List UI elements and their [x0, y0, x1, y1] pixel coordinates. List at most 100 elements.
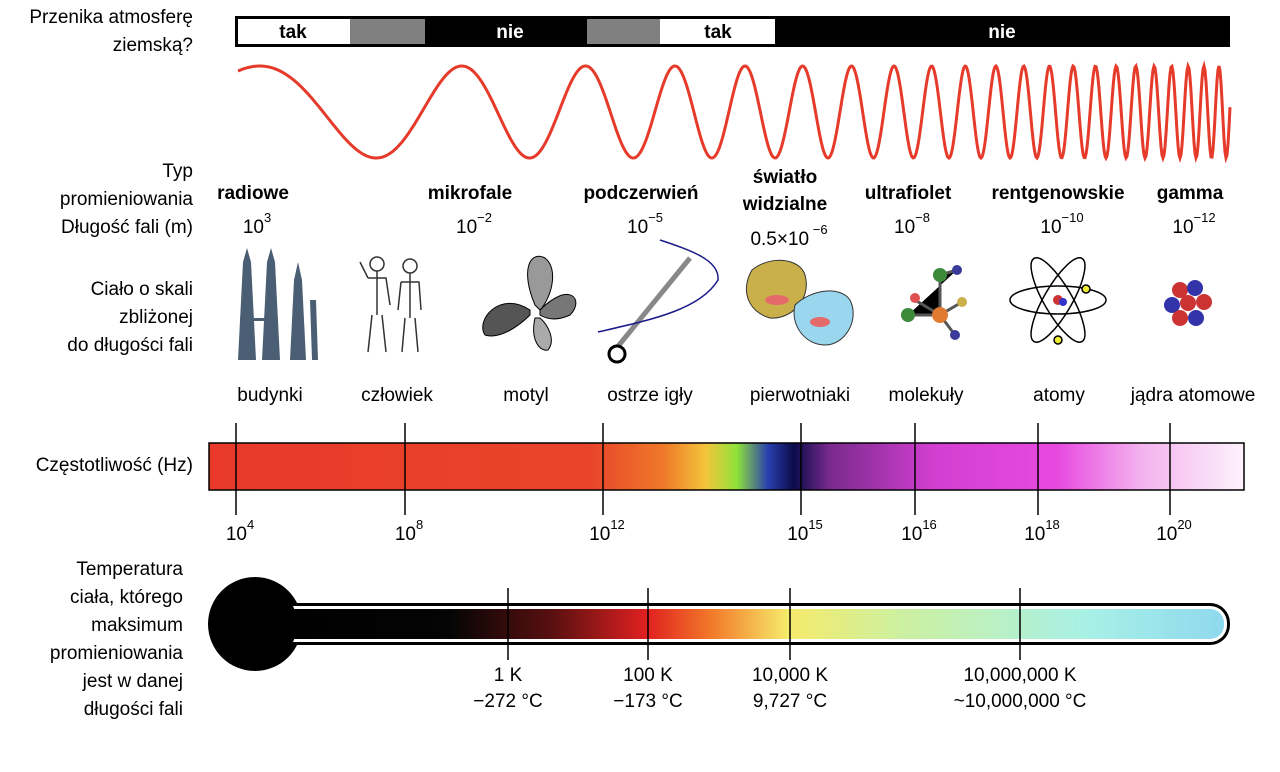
wavelength-exponent: −5 — [648, 210, 663, 225]
thermometer — [208, 577, 1230, 671]
butterfly-icon — [482, 255, 577, 351]
row-label: zbliżonej — [119, 307, 193, 328]
object-label: człowiek — [361, 385, 433, 406]
wavelength: 103 — [243, 210, 271, 238]
temperature-celsius: −173 °C — [613, 691, 682, 712]
frequency-label-exponent: 16 — [922, 517, 936, 532]
wavelength-exponent: −10 — [1062, 210, 1084, 225]
object-label: budynki — [237, 385, 303, 406]
row-label: ciała, którego — [70, 587, 183, 608]
frequency-label-base: 10 — [1156, 524, 1177, 545]
frequency-label-exponent: 4 — [247, 517, 254, 532]
frequency-label: 1015 — [787, 517, 823, 545]
row-label: Długość fali (m) — [61, 217, 193, 238]
buildings-icon — [238, 248, 318, 360]
wavelength: 10−10 — [1040, 210, 1083, 238]
humans-icon — [359, 256, 422, 353]
wavelength: 10−2 — [456, 210, 492, 238]
frequency-label: 1016 — [901, 517, 937, 545]
wavelength-base: 0.5×10 — [750, 229, 809, 250]
wavelength-exponent: −8 — [915, 210, 930, 225]
wavelength-exponent: −12 — [1194, 210, 1216, 225]
temperature-celsius: ~10,000,000 °C — [954, 691, 1087, 712]
wavelength: 10−12 — [1172, 210, 1215, 238]
atmosphere-label: ziemską? — [113, 35, 193, 56]
frequency-label-exponent: 12 — [610, 517, 624, 532]
partial-segment — [587, 19, 660, 44]
atom-icon — [1009, 257, 1107, 345]
object-label: molekuły — [889, 385, 964, 406]
frequency-label-base: 10 — [589, 524, 610, 545]
row-label: promieniowania — [50, 643, 184, 664]
temperature-celsius: −272 °C — [473, 691, 542, 712]
icons — [238, 239, 1212, 364]
needle-icon — [597, 239, 719, 364]
row-label: do długości fali — [67, 335, 193, 356]
row-label: Częstotliwość (Hz) — [36, 455, 193, 476]
wavelength-base: 10 — [627, 217, 648, 238]
row-label: maksimum — [91, 615, 183, 636]
wavelength-base: 10 — [456, 217, 477, 238]
frequency-label-exponent: 15 — [808, 517, 822, 532]
bulb-inner — [213, 582, 297, 666]
protozoa-icon — [745, 259, 854, 346]
radiation-type: ultrafiolet — [865, 183, 952, 204]
row-label: długości fali — [84, 699, 183, 720]
frequency-label-base: 10 — [226, 524, 247, 545]
frequency-label-exponent: 8 — [416, 517, 423, 532]
wavelength-exponent: 3 — [264, 210, 271, 225]
frequency-label: 1020 — [1156, 517, 1192, 545]
radiation-type: światło — [753, 167, 817, 188]
wavelength-exponent: −6 — [809, 222, 827, 237]
wavelength-base: 10 — [1040, 217, 1061, 238]
frequency-label: 104 — [226, 517, 254, 545]
wavelength: 10−5 — [627, 210, 663, 238]
radiation-type: gamma — [1157, 183, 1224, 204]
temperature-kelvin: 100 K — [623, 665, 673, 686]
object-label: atomy — [1033, 385, 1085, 406]
partial-segment — [350, 19, 425, 44]
radiation-type: radiowe — [217, 183, 289, 204]
temperature-kelvin: 1 K — [494, 665, 523, 686]
temperature-celsius: 9,727 °C — [753, 691, 827, 712]
radiation-type: widzialne — [742, 194, 827, 215]
frequency-label: 1018 — [1024, 517, 1060, 545]
yes-segment — [238, 19, 350, 44]
frequency-label-base: 10 — [787, 524, 808, 545]
object-label: jądra atomowe — [1130, 385, 1256, 406]
frequency-label-base: 10 — [395, 524, 416, 545]
frequency-label-exponent: 20 — [1177, 517, 1191, 532]
radiation-type: mikrofale — [428, 183, 512, 204]
row-label: Typ — [162, 161, 193, 182]
atmosphere-label: Przenika atmosferę — [29, 7, 193, 28]
wavelength-base: 10 — [1172, 217, 1193, 238]
wavelength: 0.5×10 −6 — [750, 222, 827, 250]
frequency-bar — [208, 442, 1245, 491]
row-label: jest w danej — [82, 671, 183, 692]
atmosphere-bar — [235, 16, 1230, 47]
wavelength: 10−8 — [894, 210, 930, 238]
object-label: motyl — [503, 385, 548, 406]
bulb-neck — [270, 609, 310, 639]
row-label: promieniowania — [60, 189, 194, 210]
object-label: ostrze igły — [607, 385, 693, 406]
temperature-kelvin: 10,000,000 K — [963, 665, 1076, 686]
object-label: pierwotniaki — [750, 385, 850, 406]
molecule-icon — [901, 265, 967, 340]
radiation-type: rentgenowskie — [991, 183, 1124, 204]
frequency-label-base: 10 — [1024, 524, 1045, 545]
nucleus-icon — [1164, 280, 1212, 326]
frequency-label-exponent: 18 — [1045, 517, 1059, 532]
wave — [237, 60, 1232, 164]
atmosphere-segment: tak — [279, 22, 307, 43]
frequency-label: 108 — [395, 517, 423, 545]
atmosphere-segment: nie — [988, 22, 1015, 43]
wavelength-base: 10 — [243, 217, 264, 238]
temperature-kelvin: 10,000 K — [752, 665, 828, 686]
atmosphere-segment: nie — [496, 22, 523, 43]
radiation-type: podczerwień — [583, 183, 698, 204]
row-label: Ciało o skali — [91, 279, 193, 300]
row-label: Temperatura — [76, 559, 183, 580]
frequency-label: 1012 — [589, 517, 625, 545]
